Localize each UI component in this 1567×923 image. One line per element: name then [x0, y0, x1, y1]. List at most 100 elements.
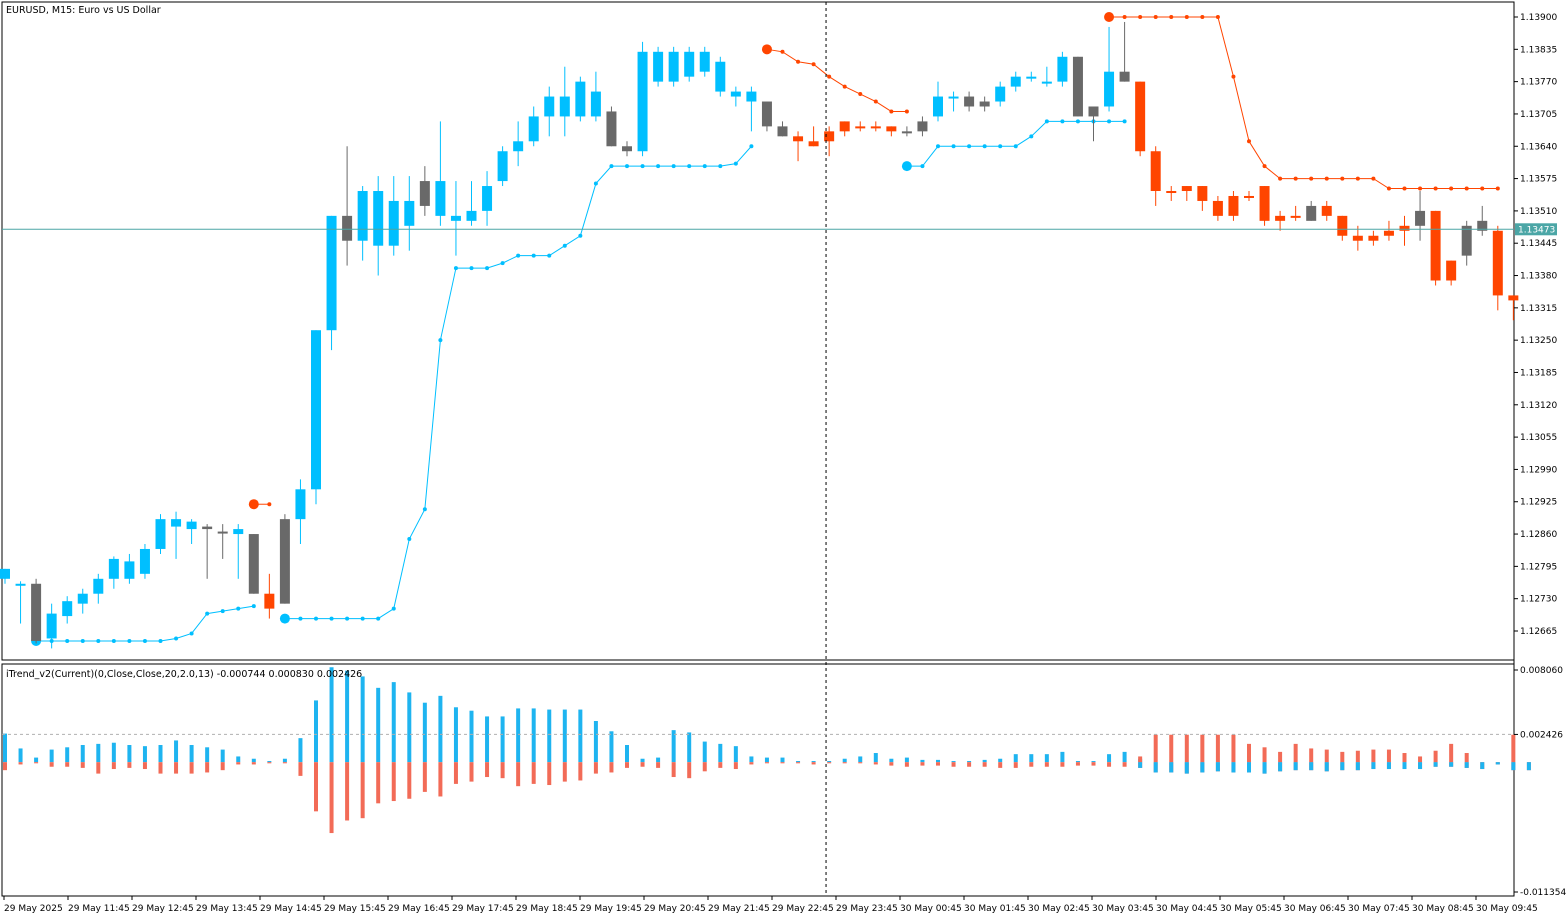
price-axis-label: 1.13380 [1520, 272, 1557, 282]
candle-body [1415, 210, 1426, 226]
bear-trail-line [1109, 16, 1498, 190]
histogram-bar-negative [1029, 762, 1034, 767]
histogram-bar-negative [967, 762, 972, 767]
histogram-bar-late [1324, 749, 1329, 763]
bear-trail-dot [267, 502, 272, 507]
candle-body [1383, 230, 1394, 236]
histogram-bar-positive [562, 709, 567, 763]
histogram-bar-negative [500, 762, 505, 779]
histogram-bar-late-negative [1371, 762, 1376, 770]
histogram-bar-positive [811, 761, 816, 763]
indicator-axis[interactable]: 0.008060 0.002426 -0.011354 [1514, 666, 1566, 898]
histogram-bar-positive [796, 761, 801, 763]
candle-body [559, 96, 570, 117]
candle-body [995, 86, 1006, 102]
histogram-bar-positive [500, 716, 505, 763]
histogram-bar-positive [34, 757, 39, 763]
histogram-bar-late [1169, 734, 1174, 763]
histogram-bar-negative [858, 762, 863, 764]
histogram-bar-negative [65, 762, 70, 767]
histogram-bar-late-negative [1418, 762, 1423, 770]
bull-trail-dot [236, 606, 241, 611]
histogram-bar-positive [904, 757, 909, 763]
histogram-bar-positive [205, 747, 210, 763]
histogram-bar-negative [1060, 762, 1065, 767]
main-pane[interactable] [1, 1, 1515, 661]
price-axis-label: 1.13835 [1520, 45, 1557, 55]
candle-body [824, 131, 835, 142]
candle-body [171, 519, 182, 527]
histogram-bar-negative [453, 762, 458, 784]
candle-body [1259, 186, 1270, 221]
candle-body [684, 51, 695, 77]
time-axis-label: 30 May 00:45 [900, 904, 962, 914]
candle-body [435, 181, 446, 216]
histogram-bar-negative [438, 762, 443, 797]
candle-body [544, 96, 555, 117]
histogram-bar-negative [314, 762, 318, 812]
histogram-bar-negative [593, 762, 598, 774]
candle-body [1088, 106, 1099, 117]
candle-body [793, 136, 804, 142]
histogram-bar-negative [18, 762, 23, 765]
candle-body [1306, 205, 1317, 221]
price-axis-label: 1.12860 [1520, 530, 1557, 540]
bear-trail-dot [1262, 164, 1267, 169]
histogram-bar-negative [1013, 762, 1018, 768]
candle-body [839, 121, 850, 132]
time-axis-label: 29 May 15:45 [324, 904, 386, 914]
price-axis[interactable]: 1.13900 1.13835 1.13770 1.13705 1.13640 1.135… [1514, 13, 1557, 637]
time-axis-label: 29 May 13:45 [196, 904, 258, 914]
histogram-bar-late-negative [1511, 762, 1516, 771]
bear-trail-dot [1386, 186, 1391, 191]
candle-body [373, 191, 384, 246]
histogram-bar-late-negative [1495, 762, 1500, 765]
histogram-bar-negative [640, 762, 645, 767]
candle-body [311, 330, 321, 490]
histogram-layer [3, 667, 1531, 834]
bear-trail-dot [1309, 176, 1314, 181]
histogram-bar-positive [469, 710, 474, 763]
time-axis[interactable]: 29 May 2025 29 May 11:45 29 May 12:45 29 Ma… [3, 896, 1538, 914]
histogram-bar-negative [205, 762, 210, 773]
histogram-bar-positive [920, 759, 925, 763]
histogram-bar-late [1200, 734, 1205, 763]
bull-trail-dot [142, 638, 147, 643]
candle-body [979, 101, 990, 107]
time-axis-label: 30 May 07:45 [1348, 904, 1410, 914]
histogram-bar-late-negative [1278, 762, 1283, 772]
histogram-bar-late-negative [1324, 762, 1329, 772]
histogram-bar-late [1278, 751, 1283, 763]
bull-trail-dot [360, 616, 365, 621]
histogram-bar-positive [671, 730, 676, 763]
candle-body [715, 61, 726, 92]
time-axis-label: 29 May 16:45 [388, 904, 450, 914]
histogram-bar-negative [1091, 762, 1096, 766]
histogram-bar-late-negative [1262, 762, 1267, 774]
histogram-bar-positive [298, 738, 303, 763]
bull-trail-dot [80, 638, 85, 643]
candle-body [513, 141, 524, 152]
histogram-bar-positive [174, 740, 179, 763]
candle-body [1337, 215, 1348, 236]
histogram-bar-negative [80, 762, 85, 768]
histogram-bar-positive [376, 687, 381, 763]
histogram-bar-negative [827, 762, 832, 764]
bear-trail-dot [1449, 186, 1454, 191]
histogram-bar-negative [578, 762, 583, 781]
candle-body [1197, 186, 1208, 201]
histogram-bar-negative [516, 762, 521, 787]
histogram-bar-positive [236, 756, 241, 763]
histogram-bar-negative [780, 762, 785, 764]
candle-body [357, 191, 368, 241]
time-axis-label: 30 May 02:45 [1028, 904, 1090, 914]
histogram-bar-negative [236, 762, 241, 765]
histogram-bar-positive [1044, 754, 1049, 763]
indicator-pane[interactable] [1, 663, 1515, 897]
histogram-bar-negative [842, 762, 847, 764]
histogram-bar-positive [485, 716, 490, 763]
histogram-bar-negative [142, 762, 147, 770]
candle-body [233, 529, 244, 535]
